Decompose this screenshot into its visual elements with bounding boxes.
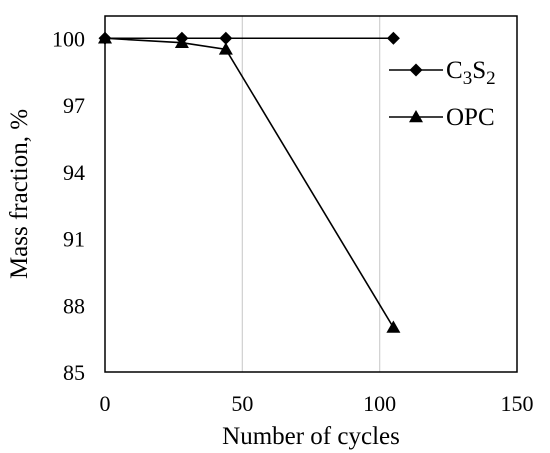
plot-area-frame <box>104 15 518 373</box>
series-c3s2 <box>98 31 400 45</box>
legend-label-c3s2: C3S2 <box>446 57 496 89</box>
point-opc-1 <box>174 35 189 48</box>
y-tick-label-91: 91 <box>63 227 85 252</box>
legend-s-letter: S <box>472 57 486 84</box>
legend-c-letter: C <box>446 57 463 84</box>
series-opc <box>98 31 401 333</box>
point-opc-2 <box>218 42 233 55</box>
y-tick-label-97: 97 <box>63 93 85 118</box>
y-tick-label-100: 100 <box>52 26 85 51</box>
point-opc-3 <box>386 320 401 333</box>
y-axis-title: Mass fraction, % <box>6 109 33 279</box>
x-tick-label-150: 150 <box>501 391 534 416</box>
tick-labels: 0 50 100 150 85 88 91 94 97 100 <box>52 26 534 416</box>
legend: C3S2 OPC <box>389 57 496 131</box>
legend-subscript-2: 2 <box>486 68 496 89</box>
point-opc-0 <box>98 31 112 44</box>
x-tick-label-100: 100 <box>363 391 396 416</box>
y-tick-label-88: 88 <box>63 293 85 318</box>
point-c3s2-2 <box>219 31 233 45</box>
x-tick-label-0: 0 <box>100 391 111 416</box>
y-tick-label-85: 85 <box>63 360 85 385</box>
legend-diamond-marker <box>409 63 423 77</box>
y-tick-label-94: 94 <box>63 160 85 185</box>
legend-label-opc: OPC <box>446 104 495 131</box>
x-axis-title: Number of cycles <box>222 423 400 450</box>
grid-lines <box>241 16 381 372</box>
legend-entry-opc: OPC <box>389 104 495 131</box>
series-line-opc <box>104 37 395 328</box>
legend-triangle-marker <box>409 110 423 123</box>
legend-entry-c3s2: C3S2 <box>389 57 496 89</box>
data-series <box>98 31 401 333</box>
point-c3s2-3 <box>386 31 400 45</box>
x-tick-label-50: 50 <box>231 391 253 416</box>
legend-subscript-3: 3 <box>463 68 473 89</box>
